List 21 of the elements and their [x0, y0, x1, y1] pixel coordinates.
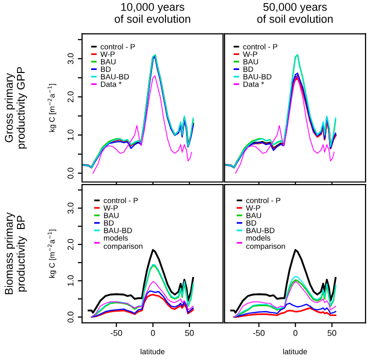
x-tick-label: 50 [328, 330, 336, 336]
x-tick-label: 0 [150, 330, 155, 336]
y-tick-label: 0.0 [68, 168, 74, 179]
line-series [88, 248, 194, 314]
x-tick-label: -50 [253, 330, 265, 336]
chart-title: 50,000 years of soil evolution [257, 3, 333, 23]
x-tick-label: -50 [110, 330, 122, 336]
y-tick-label: 2.0 [68, 238, 74, 250]
chart-title: 10,000 years of soil evolution [114, 3, 190, 23]
line-series [92, 75, 192, 174]
y-tick-label: 3.0 [68, 202, 74, 214]
x-tick-label: 0 [293, 330, 298, 336]
y-tick-label: 1.0 [68, 275, 74, 286]
y-tick-label: 1.0 [68, 130, 74, 140]
text: Gross primary productivity GPP [4, 67, 27, 149]
line-series [91, 281, 194, 318]
y-tick-label: 2.0 [68, 91, 74, 102]
text: Biomass primary productivity BP [4, 212, 27, 294]
x-tick-label: 50 [185, 330, 194, 336]
y-tick-label: 3.0 [68, 53, 74, 64]
y-tick-label: 0.0 [68, 312, 74, 323]
